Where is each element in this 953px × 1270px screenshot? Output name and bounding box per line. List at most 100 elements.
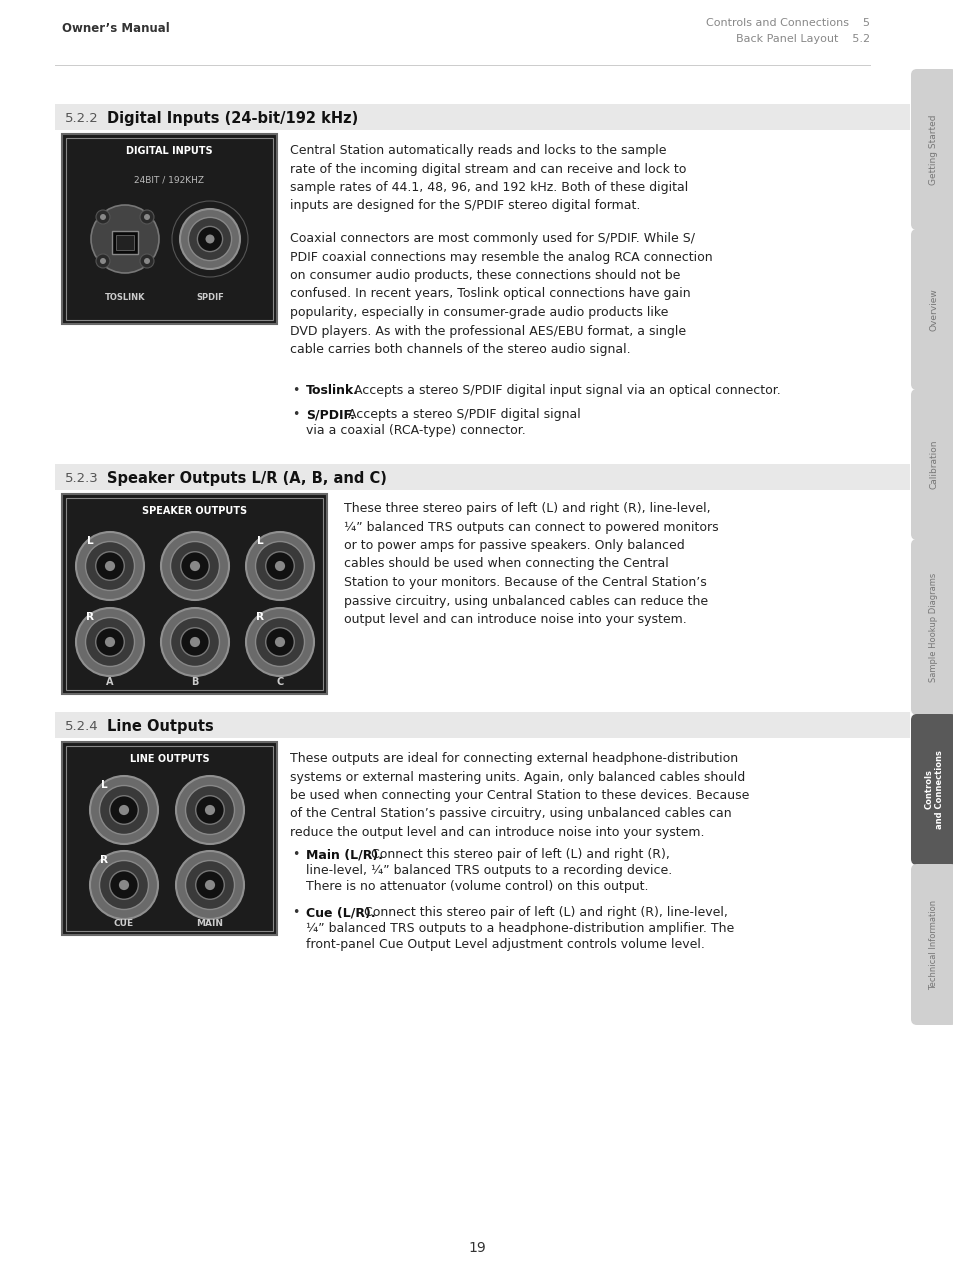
- Circle shape: [76, 532, 144, 599]
- Circle shape: [144, 258, 150, 264]
- Circle shape: [161, 608, 229, 676]
- Text: Coaxial connectors are most commonly used for S/PDIF. While S/
PDIF coaxial conn: Coaxial connectors are most commonly use…: [290, 232, 712, 356]
- Circle shape: [171, 541, 219, 591]
- Text: via a coaxial (RCA-type) connector.: via a coaxial (RCA-type) connector.: [306, 424, 525, 437]
- Text: MAIN: MAIN: [196, 918, 223, 927]
- Circle shape: [274, 561, 285, 572]
- Text: Sample Hookup Diagrams: Sample Hookup Diagrams: [928, 573, 938, 682]
- Circle shape: [144, 215, 150, 220]
- FancyBboxPatch shape: [910, 389, 953, 540]
- Text: Connect this stereo pair of left (L) and right (R), line-level,: Connect this stereo pair of left (L) and…: [360, 906, 727, 919]
- Text: Calibration: Calibration: [928, 439, 938, 489]
- Text: 5.2.2: 5.2.2: [65, 112, 99, 124]
- Text: L: L: [101, 780, 107, 790]
- Text: There is no attenuator (volume control) on this output.: There is no attenuator (volume control) …: [306, 880, 648, 893]
- Circle shape: [119, 805, 129, 815]
- Circle shape: [266, 551, 294, 580]
- Circle shape: [140, 254, 153, 268]
- Text: 19: 19: [468, 1241, 485, 1255]
- FancyBboxPatch shape: [910, 864, 953, 1025]
- Circle shape: [110, 796, 138, 824]
- Circle shape: [86, 541, 134, 591]
- Circle shape: [255, 617, 304, 667]
- Circle shape: [110, 871, 138, 899]
- Circle shape: [190, 561, 200, 572]
- Circle shape: [185, 786, 234, 834]
- Bar: [66, 498, 323, 690]
- Text: R: R: [86, 612, 94, 622]
- Text: R: R: [100, 855, 108, 865]
- Circle shape: [105, 561, 115, 572]
- Circle shape: [197, 226, 222, 251]
- Text: SPEAKER OUTPUTS: SPEAKER OUTPUTS: [142, 505, 247, 516]
- Text: S/PDIF.: S/PDIF.: [306, 408, 355, 420]
- FancyBboxPatch shape: [910, 229, 953, 390]
- Bar: [116, 235, 133, 250]
- Text: Overview: Overview: [928, 288, 938, 331]
- Bar: [66, 745, 273, 931]
- Circle shape: [175, 851, 244, 919]
- Text: CUE: CUE: [113, 918, 134, 927]
- Circle shape: [175, 776, 244, 845]
- Circle shape: [171, 617, 219, 667]
- Circle shape: [90, 776, 158, 845]
- Circle shape: [255, 541, 304, 591]
- Circle shape: [96, 210, 110, 224]
- Circle shape: [274, 636, 285, 648]
- Circle shape: [100, 215, 106, 220]
- Text: Getting Started: Getting Started: [928, 114, 938, 184]
- Circle shape: [100, 258, 106, 264]
- Circle shape: [205, 880, 214, 890]
- Circle shape: [188, 217, 232, 260]
- Text: C: C: [276, 677, 283, 687]
- Bar: [55, 464, 909, 490]
- Text: Main (L/R).: Main (L/R).: [306, 848, 382, 861]
- Circle shape: [95, 627, 124, 657]
- Circle shape: [86, 617, 134, 667]
- Text: ¼” balanced TRS outputs to a headphone-distribution amplifier. The: ¼” balanced TRS outputs to a headphone-d…: [306, 922, 734, 935]
- Circle shape: [161, 532, 229, 599]
- FancyBboxPatch shape: [910, 714, 953, 865]
- Circle shape: [96, 254, 110, 268]
- Bar: [112, 231, 138, 254]
- Bar: [62, 494, 327, 693]
- Circle shape: [205, 805, 214, 815]
- Bar: [66, 138, 273, 320]
- Text: front-panel Cue Output Level adjustment controls volume level.: front-panel Cue Output Level adjustment …: [306, 939, 704, 951]
- Circle shape: [140, 210, 153, 224]
- Text: Connect this stereo pair of left (L) and right (R),: Connect this stereo pair of left (L) and…: [367, 848, 669, 861]
- Text: •: •: [292, 848, 299, 861]
- Text: 24BIT / 192KHZ: 24BIT / 192KHZ: [134, 175, 204, 184]
- Text: Controls and Connections    5: Controls and Connections 5: [705, 18, 869, 28]
- Text: Accepts a stereo S/PDIF digital input signal via an optical connector.: Accepts a stereo S/PDIF digital input si…: [350, 384, 781, 398]
- Text: L: L: [87, 536, 93, 546]
- Text: Technical Information: Technical Information: [928, 899, 938, 989]
- Text: Cue (L/R).: Cue (L/R).: [306, 906, 375, 919]
- Text: B: B: [192, 677, 198, 687]
- Text: L: L: [256, 536, 263, 546]
- FancyBboxPatch shape: [910, 538, 953, 715]
- Text: Line Outputs: Line Outputs: [107, 719, 213, 734]
- Text: line-level, ¼” balanced TRS outputs to a recording device.: line-level, ¼” balanced TRS outputs to a…: [306, 864, 672, 878]
- Circle shape: [195, 871, 224, 899]
- Circle shape: [195, 796, 224, 824]
- Circle shape: [119, 880, 129, 890]
- Circle shape: [99, 786, 149, 834]
- Text: Central Station automatically reads and locks to the sample
rate of the incoming: Central Station automatically reads and …: [290, 144, 687, 212]
- Text: 5.2.3: 5.2.3: [65, 471, 99, 484]
- Bar: [55, 712, 909, 738]
- Text: Controls
and Connections: Controls and Connections: [923, 751, 943, 829]
- Text: These three stereo pairs of left (L) and right (R), line-level,
¼” balanced TRS : These three stereo pairs of left (L) and…: [344, 502, 718, 626]
- Text: Accepts a stereo S/PDIF digital signal: Accepts a stereo S/PDIF digital signal: [344, 408, 580, 420]
- FancyBboxPatch shape: [910, 69, 953, 230]
- Bar: [62, 742, 276, 935]
- Circle shape: [246, 608, 314, 676]
- Circle shape: [180, 551, 209, 580]
- Circle shape: [190, 636, 200, 648]
- Circle shape: [99, 861, 149, 909]
- Circle shape: [95, 551, 124, 580]
- Text: Toslink.: Toslink.: [306, 384, 358, 398]
- Text: R: R: [255, 612, 264, 622]
- Circle shape: [246, 532, 314, 599]
- Text: A: A: [106, 677, 113, 687]
